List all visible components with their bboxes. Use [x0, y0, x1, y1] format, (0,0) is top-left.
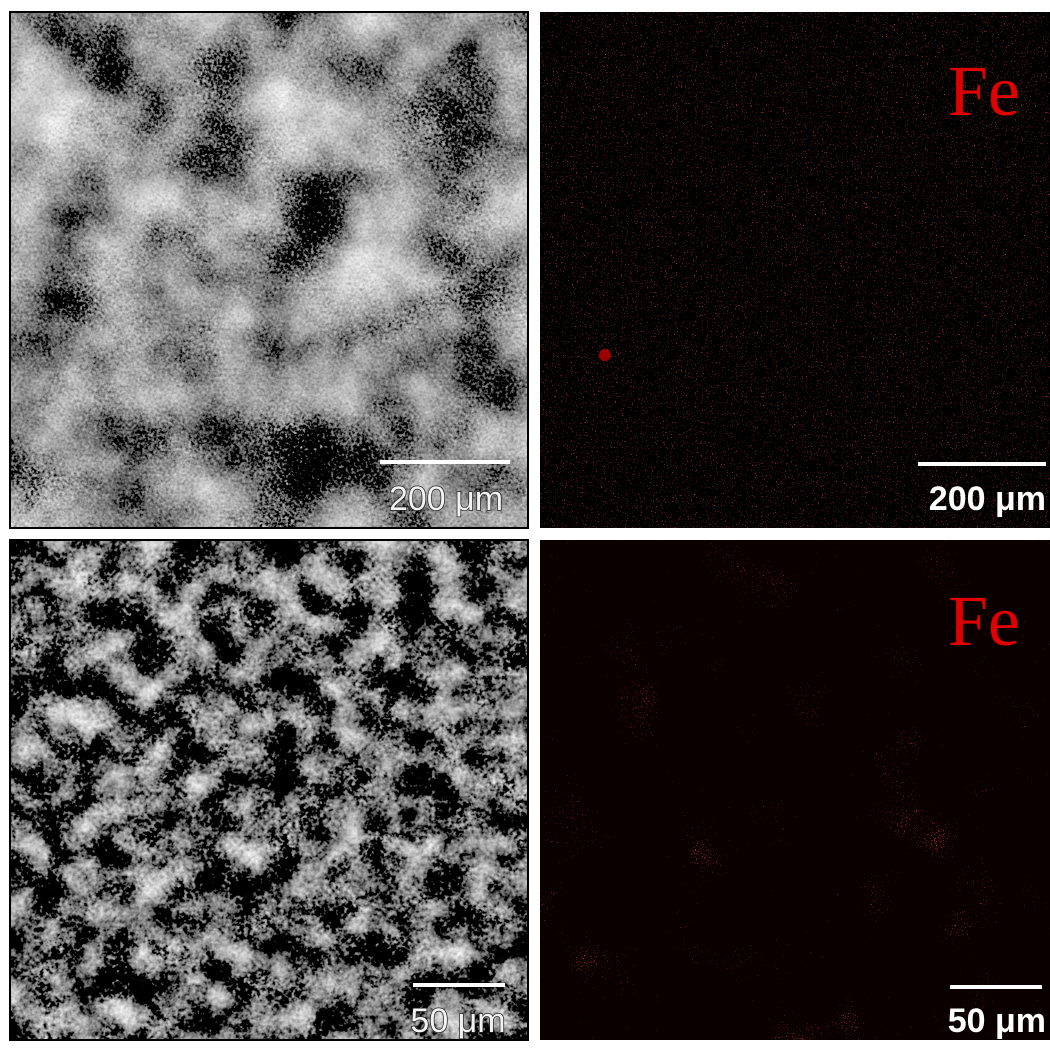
- sem-panel: 200 μm: [10, 12, 528, 528]
- scale-label: 50 μm: [948, 1002, 1046, 1040]
- figure: 200 μm Fe 200 μm 50 μm Fe 50 μm: [0, 0, 1050, 1050]
- scale-label: 200 μm: [389, 480, 503, 518]
- scale-label: 50 μm: [410, 1002, 505, 1040]
- eds-panel: Fe 50 μm: [540, 540, 1050, 1040]
- sem-panel: 50 μm: [10, 540, 528, 1040]
- element-label: Fe: [948, 581, 1020, 661]
- eds-panel: Fe 200 μm: [540, 12, 1050, 528]
- scale-label: 200 μm: [929, 480, 1046, 518]
- element-label: Fe: [948, 51, 1020, 131]
